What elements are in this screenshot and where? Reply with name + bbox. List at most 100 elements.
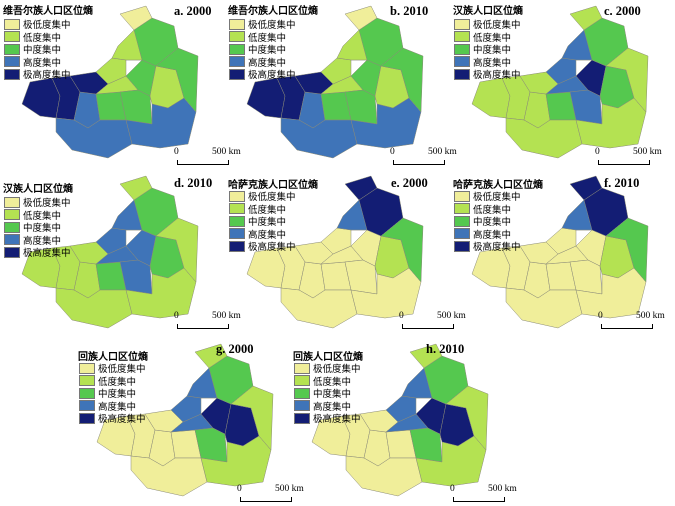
panel-label: e. 2000 [391, 176, 428, 190]
map-region [95, 227, 127, 255]
map-region [336, 199, 368, 231]
map-panel-g-2000: 回族人口区位熵 g. 2000 极低度集中 低度集中 中度集中 高度集中 极高度集中 0… [75, 338, 304, 506]
map-region [345, 455, 423, 497]
legend-swatch [294, 400, 310, 412]
legend-label: 高度集中 [23, 57, 62, 69]
legend-label: 极高度集中 [23, 248, 71, 260]
scale-bar-line [393, 160, 445, 165]
xinjiang-region-map [21, 5, 199, 159]
map-region [401, 367, 433, 399]
scale-bar-line [601, 324, 653, 329]
scale-distance: 500 km [636, 311, 665, 321]
legend-swatch [4, 221, 20, 233]
map-region [380, 47, 424, 113]
legend-item: 低度集中 [4, 209, 71, 222]
scale-zero: 0 [237, 484, 242, 494]
map-region [230, 385, 274, 451]
legend-item: 中度集中 [4, 221, 71, 234]
legend-item: 低度集中 [454, 203, 521, 216]
map-region [545, 57, 577, 85]
legend-label: 高度集中 [248, 57, 287, 69]
legend-item: 极低度集中 [229, 190, 296, 203]
scale-bar-line [453, 497, 505, 502]
legend-swatch [454, 190, 470, 202]
legend-label: 中度集中 [473, 45, 512, 57]
legend-swatch [4, 56, 20, 68]
legend-item: 高度集中 [229, 56, 296, 69]
scale-bar-line [598, 160, 650, 165]
legend-label: 低度集中 [473, 204, 512, 216]
legend-label: 高度集中 [248, 229, 287, 241]
scale-bar-line [177, 160, 229, 165]
panel-label: c. 2000 [604, 4, 641, 18]
legend-swatch [4, 68, 20, 80]
map-region [170, 395, 202, 423]
legend-label: 高度集中 [98, 401, 137, 413]
legend-swatch [79, 387, 95, 399]
map-region [445, 385, 489, 451]
map-region [194, 427, 228, 463]
legend-label: 中度集中 [23, 45, 62, 57]
scale-zero: 0 [598, 311, 603, 321]
map-region [200, 435, 272, 487]
map-region [246, 77, 286, 119]
panel-label: h. 2010 [426, 342, 465, 356]
legend-item: 中度集中 [4, 43, 71, 56]
legend-swatch [4, 196, 20, 208]
legend-label: 极高度集中 [248, 70, 296, 82]
map-region [561, 199, 593, 231]
legend-swatch [294, 412, 310, 424]
legend-label: 中度集中 [98, 389, 137, 401]
map-title: 回族人口区位熵 [78, 352, 148, 363]
map-region [155, 47, 199, 113]
legend-label: 极低度集中 [473, 20, 521, 32]
legend-label: 高度集中 [473, 57, 512, 69]
legend-item: 极高度集中 [4, 68, 71, 81]
legend-label: 高度集中 [473, 229, 512, 241]
panel-label: f. 2010 [604, 176, 640, 190]
legend-label: 中度集中 [248, 217, 287, 229]
legend-swatch [229, 56, 245, 68]
map-region [320, 57, 352, 85]
legend-swatch [454, 240, 470, 252]
map-region [344, 5, 378, 31]
legend-label: 中度集中 [473, 217, 512, 229]
map-region [575, 97, 647, 149]
map-title: 哈萨克族人口区位熵 [453, 180, 543, 191]
map-region [280, 287, 358, 329]
map-region [561, 29, 593, 61]
map-region [605, 217, 649, 283]
panel-label: d. 2010 [174, 176, 213, 190]
legend-swatch [294, 375, 310, 387]
legend-label: 极低度集中 [313, 364, 361, 376]
map-region [21, 77, 61, 119]
map-region [155, 217, 199, 283]
legend-swatch [229, 228, 245, 240]
map-region [545, 227, 577, 255]
scale-distance: 500 km [212, 311, 241, 321]
map-region [471, 77, 511, 119]
legend-swatch [454, 228, 470, 240]
legend-swatch [4, 43, 20, 55]
legend-swatch [4, 246, 20, 258]
legend-item: 极高度集中 [454, 68, 521, 81]
legend-label: 极高度集中 [313, 414, 361, 426]
legend-label: 极高度集中 [248, 242, 296, 254]
legend-item: 极高度集中 [4, 246, 71, 259]
legend-item: 中度集中 [454, 215, 521, 228]
legend-swatch [454, 215, 470, 227]
legend-item: 极低度集中 [4, 18, 71, 31]
legend-item: 中度集中 [229, 43, 296, 56]
xinjiang-region-map [471, 5, 649, 159]
map-region [55, 117, 133, 159]
legend-item: 高度集中 [4, 234, 71, 247]
legend-swatch [454, 56, 470, 68]
legend-label: 极低度集中 [248, 20, 296, 32]
map-panel-a-2000: 维吾尔族人口区位熵 a. 2000 极低度集中 低度集中 中度集中 高度集中 极高度集中… [0, 0, 241, 168]
legend-label: 极低度集中 [473, 192, 521, 204]
scale-zero: 0 [174, 147, 179, 157]
legend-item: 高度集中 [229, 228, 296, 241]
map-region [336, 29, 368, 61]
legend-swatch [79, 400, 95, 412]
map-panel-h-2010: 回族人口区位熵 h. 2010 极低度集中 低度集中 中度集中 高度集中 极高度集中 0… [290, 338, 517, 506]
